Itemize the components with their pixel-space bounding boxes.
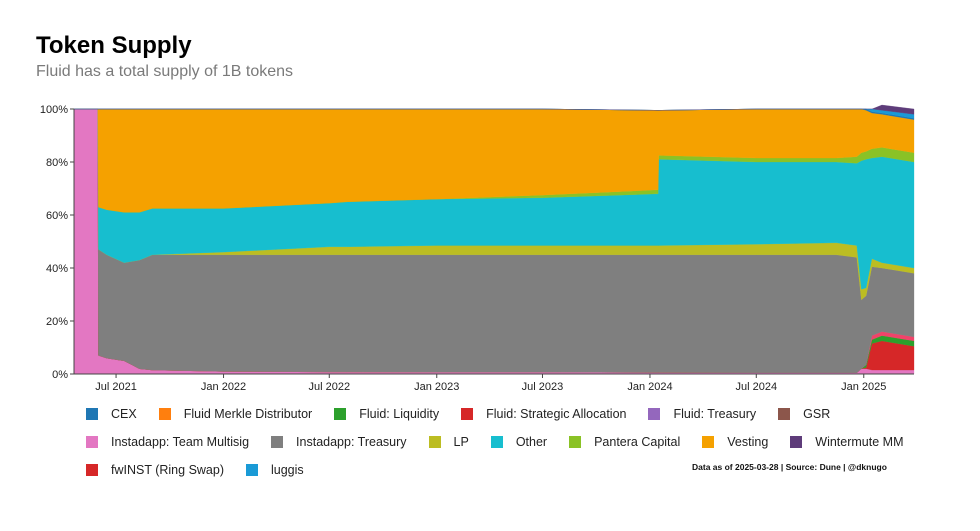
legend-swatch bbox=[569, 436, 582, 448]
legend-item[interactable]: Fluid: Treasury bbox=[648, 407, 756, 421]
y-axis: 0% 20% 40% 60% 80% 100% bbox=[40, 104, 75, 381]
legend-item[interactable]: Fluid Merkle Distributor bbox=[158, 407, 313, 421]
legend-label: Vesting bbox=[727, 435, 769, 449]
y-tick-label: 100% bbox=[40, 104, 68, 116]
legend-item[interactable]: Other bbox=[490, 435, 548, 449]
legend-swatch bbox=[158, 408, 171, 420]
legend-swatch bbox=[86, 408, 98, 420]
legend-swatch bbox=[271, 436, 284, 448]
legend-label: Fluid: Liquidity bbox=[359, 407, 440, 421]
area-wintermute-mm bbox=[74, 104, 915, 115]
series-areas bbox=[73, 104, 915, 375]
legend-swatch bbox=[778, 408, 791, 420]
legend-item[interactable]: CEX bbox=[86, 407, 137, 421]
y-tick-label: 20% bbox=[46, 316, 68, 328]
legend-item[interactable]: LP bbox=[428, 435, 469, 449]
legend: CEX Fluid Merkle Distributor Fluid: Liquid… bbox=[86, 400, 946, 484]
x-tick-label: Jul 2021 bbox=[95, 381, 137, 393]
legend-item[interactable]: Instadapp: Team Multisig bbox=[86, 435, 249, 449]
legend-row: fwINST (Ring Swap) luggis bbox=[86, 456, 946, 484]
x-tick-label: Jan 2025 bbox=[841, 381, 886, 393]
legend-label: Instadapp: Treasury bbox=[296, 435, 407, 449]
x-tick-label: Jul 2022 bbox=[308, 381, 350, 393]
y-tick-label: 60% bbox=[46, 210, 68, 222]
legend-item[interactable]: luggis bbox=[246, 463, 304, 477]
legend-row: CEX Fluid Merkle Distributor Fluid: Liquid… bbox=[86, 400, 946, 428]
legend-swatch bbox=[461, 408, 474, 420]
legend-label: Fluid: Strategic Allocation bbox=[486, 407, 627, 421]
legend-item[interactable]: Fluid: Liquidity bbox=[334, 407, 439, 421]
x-tick-label: Jul 2023 bbox=[522, 381, 564, 393]
x-tick-label: Jan 2023 bbox=[414, 381, 459, 393]
y-tick-label: 40% bbox=[46, 263, 68, 275]
legend-label: Pantera Capital bbox=[594, 435, 681, 449]
legend-label: fwINST (Ring Swap) bbox=[111, 463, 224, 477]
legend-item[interactable]: fwINST (Ring Swap) bbox=[86, 463, 224, 477]
legend-label: CEX bbox=[111, 407, 137, 421]
legend-label: Wintermute MM bbox=[815, 435, 904, 449]
x-axis: Jul 2021 Jan 2022 Jul 2022 Jan 2023 Jul 2023… bbox=[74, 373, 914, 393]
legend-item[interactable]: Fluid: Strategic Allocation bbox=[461, 407, 626, 421]
y-tick-label: 80% bbox=[46, 157, 68, 169]
legend-label: GSR bbox=[803, 407, 831, 421]
legend-item[interactable]: Vesting bbox=[702, 435, 768, 449]
legend-label: Fluid Merkle Distributor bbox=[183, 407, 313, 421]
legend-label: LP bbox=[453, 435, 469, 449]
legend-swatch bbox=[648, 408, 661, 420]
x-tick-label: Jan 2024 bbox=[627, 381, 672, 393]
x-tick-label: Jul 2024 bbox=[735, 381, 777, 393]
legend-row: Instadapp: Team Multisig Instadapp: Treas… bbox=[86, 428, 946, 456]
legend-swatch bbox=[428, 436, 441, 448]
legend-swatch bbox=[86, 436, 98, 448]
legend-item[interactable]: Instadapp: Treasury bbox=[271, 435, 407, 449]
legend-item[interactable]: Wintermute MM bbox=[790, 435, 903, 449]
legend-swatch bbox=[86, 464, 98, 476]
legend-label: Other bbox=[515, 435, 548, 449]
chart-title: Token Supply bbox=[36, 32, 192, 59]
x-tick-label: Jan 2022 bbox=[201, 381, 246, 393]
legend-label: Instadapp: Team Multisig bbox=[111, 435, 250, 449]
source-footnote: Data as of 2025-03-28 | Source: Dune | @… bbox=[692, 462, 887, 472]
y-tick-label: 0% bbox=[52, 369, 68, 381]
legend-label: Fluid: Treasury bbox=[673, 407, 757, 421]
legend-swatch bbox=[702, 436, 715, 448]
legend-swatch bbox=[246, 464, 258, 476]
legend-swatch bbox=[790, 436, 803, 448]
legend-item[interactable]: GSR bbox=[778, 407, 830, 421]
legend-label: luggis bbox=[271, 463, 304, 477]
legend-item[interactable]: Pantera Capital bbox=[569, 435, 680, 449]
legend-swatch bbox=[334, 408, 347, 420]
legend-swatch bbox=[490, 436, 503, 448]
chart-subtitle: Fluid has a total supply of 1B tokens bbox=[36, 63, 294, 80]
